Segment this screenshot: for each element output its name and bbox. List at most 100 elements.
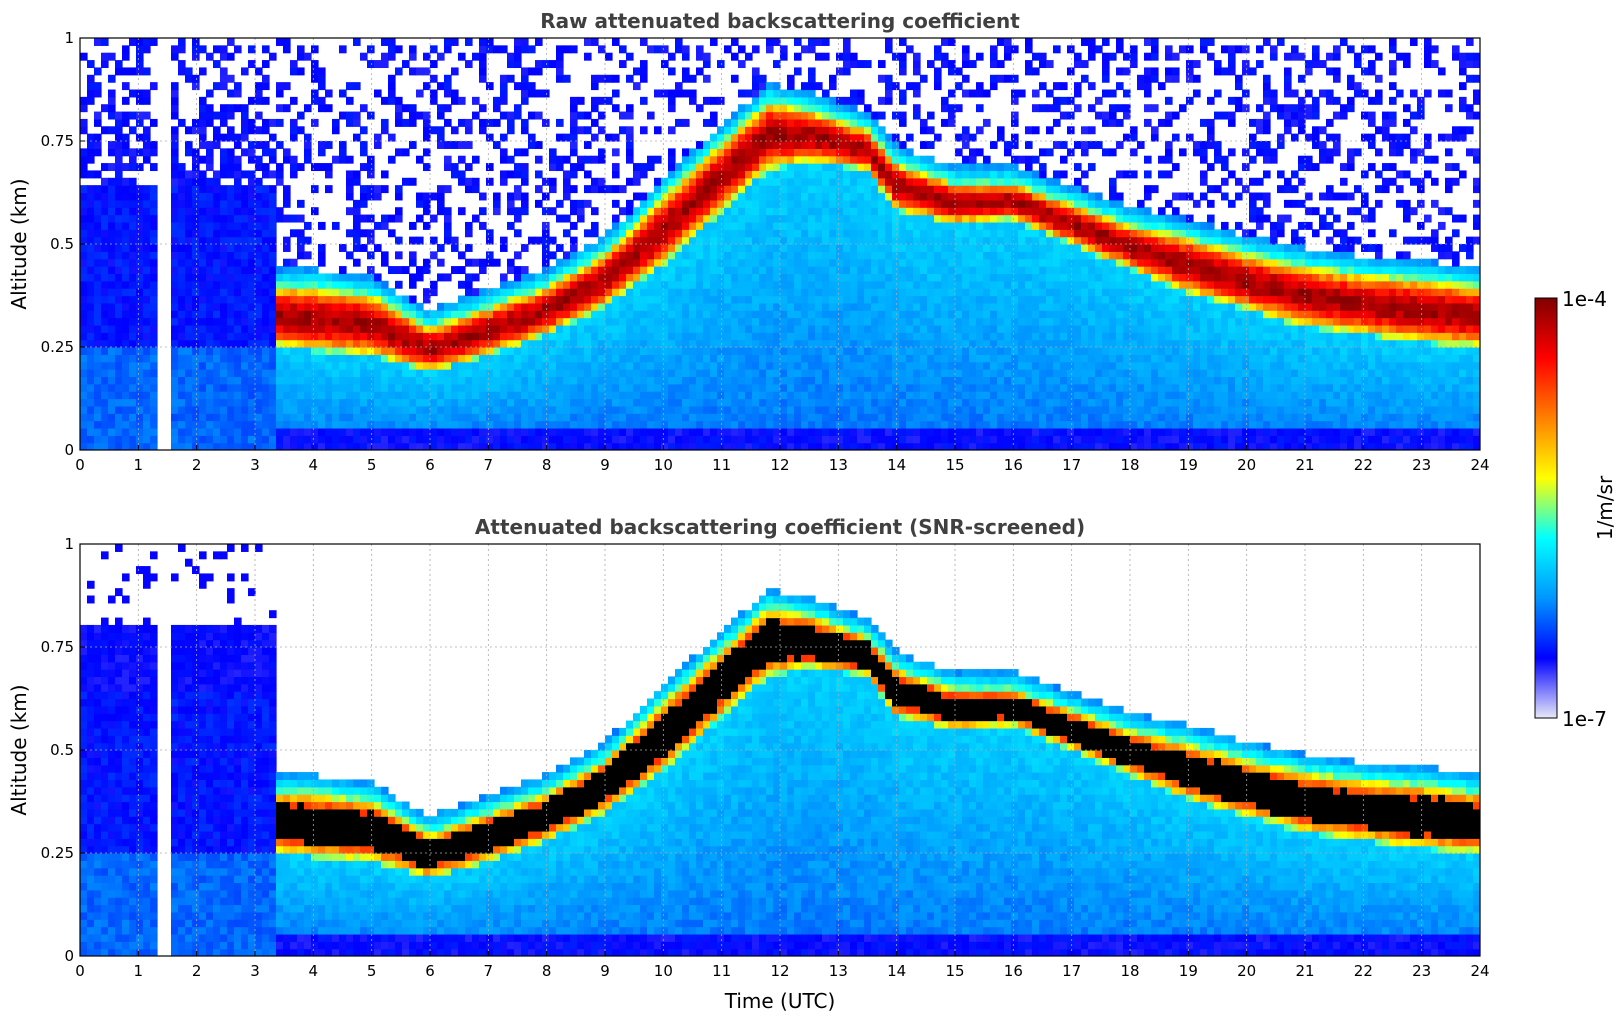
heatmap-cell xyxy=(731,133,739,142)
heatmap-cell xyxy=(843,214,851,223)
heatmap-cell xyxy=(290,369,298,378)
heatmap-cell xyxy=(206,199,214,208)
heatmap-cell xyxy=(150,413,158,422)
heatmap-cell xyxy=(185,310,193,319)
heatmap-cell xyxy=(696,199,704,208)
heatmap-cell xyxy=(836,104,844,113)
heatmap-cell xyxy=(682,420,690,429)
heatmap-cell xyxy=(808,104,816,113)
heatmap-cell xyxy=(381,185,389,194)
heatmap-cell xyxy=(738,295,746,304)
heatmap-cell xyxy=(332,413,340,422)
heatmap-cell xyxy=(248,221,256,230)
heatmap-cell xyxy=(409,317,417,326)
heatmap-cell xyxy=(654,383,662,392)
heatmap-cell xyxy=(885,332,893,341)
heatmap-cell xyxy=(444,221,452,230)
heatmap-cell xyxy=(220,45,228,54)
heatmap-cell xyxy=(248,236,256,245)
heatmap-cell xyxy=(836,141,844,149)
heatmap-cell xyxy=(465,420,473,429)
heatmap-cell xyxy=(451,96,459,105)
heatmap-cell xyxy=(717,244,725,252)
heatmap-cell xyxy=(759,332,767,341)
heatmap-cell xyxy=(185,361,193,370)
heatmap-cell xyxy=(171,405,179,414)
heatmap-cell xyxy=(122,288,130,297)
heatmap-cell xyxy=(115,427,123,436)
heatmap-cell xyxy=(269,354,277,363)
heatmap-cell xyxy=(850,170,858,179)
heatmap-cell xyxy=(605,369,613,378)
heatmap-cell xyxy=(759,96,767,105)
heatmap-cell xyxy=(731,38,739,46)
heatmap-cell xyxy=(108,413,116,422)
heatmap-cell xyxy=(612,229,620,238)
heatmap-cell xyxy=(374,141,382,149)
heatmap-cell xyxy=(353,236,361,245)
heatmap-cell xyxy=(220,405,228,414)
heatmap-cell xyxy=(143,258,151,267)
heatmap-cell xyxy=(493,96,501,105)
heatmap-cell xyxy=(913,163,921,172)
heatmap-cell xyxy=(115,361,123,370)
heatmap-cell xyxy=(297,310,305,319)
heatmap-cell xyxy=(920,435,928,444)
heatmap-cell xyxy=(759,442,767,450)
heatmap-cell xyxy=(318,427,326,436)
heatmap-cell xyxy=(780,96,788,105)
heatmap-cell xyxy=(143,266,151,275)
heatmap-cell xyxy=(283,413,291,422)
heatmap-cell xyxy=(178,38,186,46)
heatmap-cell xyxy=(864,435,872,444)
heatmap-cell xyxy=(346,288,354,297)
heatmap-cell xyxy=(227,324,235,333)
heatmap-cell xyxy=(87,383,95,392)
heatmap-cell xyxy=(731,317,739,326)
heatmap-cell xyxy=(745,258,753,267)
heatmap-cell xyxy=(808,383,816,392)
heatmap-cell xyxy=(220,163,228,172)
heatmap-cell xyxy=(381,214,389,223)
heatmap-cell xyxy=(668,442,676,450)
heatmap-cell xyxy=(766,82,774,91)
heatmap-cell xyxy=(619,420,627,429)
heatmap-cell xyxy=(731,258,739,267)
heatmap-cell xyxy=(598,288,606,297)
heatmap-cell xyxy=(311,339,319,348)
heatmap-cell xyxy=(451,302,459,311)
heatmap-cell xyxy=(465,288,473,297)
heatmap-cell xyxy=(353,420,361,429)
heatmap-cell xyxy=(647,45,655,54)
heatmap-cell xyxy=(759,118,767,127)
heatmap-cell xyxy=(437,207,445,216)
heatmap-cell xyxy=(759,354,767,363)
heatmap-cell xyxy=(297,324,305,333)
heatmap-cell xyxy=(360,185,368,194)
heatmap-cell xyxy=(311,45,319,54)
heatmap-cell xyxy=(479,60,487,69)
heatmap-cell xyxy=(227,369,235,378)
heatmap-cell xyxy=(899,111,907,120)
heatmap-cell xyxy=(640,192,648,201)
heatmap-cell xyxy=(143,214,151,223)
heatmap-cell xyxy=(780,413,788,422)
heatmap-cell xyxy=(178,427,186,436)
heatmap-cell xyxy=(773,126,781,135)
heatmap-cell xyxy=(906,236,914,245)
heatmap-cell xyxy=(822,369,830,378)
heatmap-cell xyxy=(570,288,578,297)
heatmap-cell xyxy=(220,339,228,348)
heatmap-cell xyxy=(591,266,599,275)
heatmap-cell xyxy=(199,361,207,370)
heatmap-cell xyxy=(556,369,564,378)
heatmap-cell xyxy=(857,207,865,216)
heatmap-cell xyxy=(892,383,900,392)
heatmap-cell xyxy=(227,148,235,157)
heatmap-cell xyxy=(570,199,578,208)
heatmap-cell xyxy=(822,280,830,289)
heatmap-cell xyxy=(913,214,921,223)
heatmap-cell xyxy=(192,258,200,267)
heatmap-cell xyxy=(514,442,522,450)
heatmap-cell xyxy=(304,251,312,260)
